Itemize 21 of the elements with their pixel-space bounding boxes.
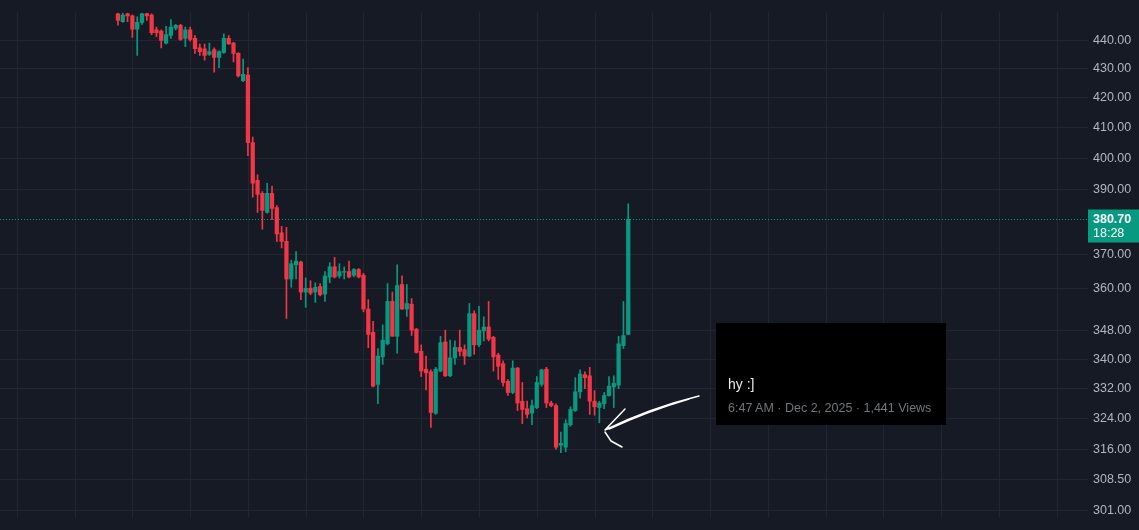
y-tick-label: 348.00 [1093, 323, 1132, 337]
y-tick-label: 410.00 [1093, 120, 1132, 135]
y-tick-label: 430.00 [1093, 61, 1132, 76]
y-tick-label: 324.00 [1093, 411, 1132, 426]
y-tick-label: 316.00 [1093, 442, 1132, 457]
y-tick-label: 370.00 [1093, 247, 1132, 262]
y-tick-label: 420.00 [1093, 90, 1132, 105]
text: 18:28 [1093, 225, 1125, 240]
ref-line-label: 380.70 [1093, 211, 1132, 226]
annotation: hy :] [728, 376, 755, 392]
annotation: 6:47 AM · Dec 2, 2025 · 1,441 Views [728, 401, 932, 416]
y-tick-label: 301.00 [1093, 502, 1132, 517]
y-tick-label: 340.00 [1093, 351, 1132, 366]
candlestick [135, 16, 140, 56]
y-tick-label: 360.00 [1093, 281, 1132, 296]
message-card: hy :] 6:47 AM · Dec 2, 2025 · 1,441 Views [716, 323, 946, 425]
y-tick-label: 400.00 [1093, 150, 1132, 165]
y-tick-label: 390.00 [1093, 182, 1132, 197]
y-tick-label: 332.00 [1093, 381, 1132, 396]
y-tick-label: 440.00 [1093, 32, 1132, 47]
y-tick-label: 308.50 [1093, 472, 1132, 487]
